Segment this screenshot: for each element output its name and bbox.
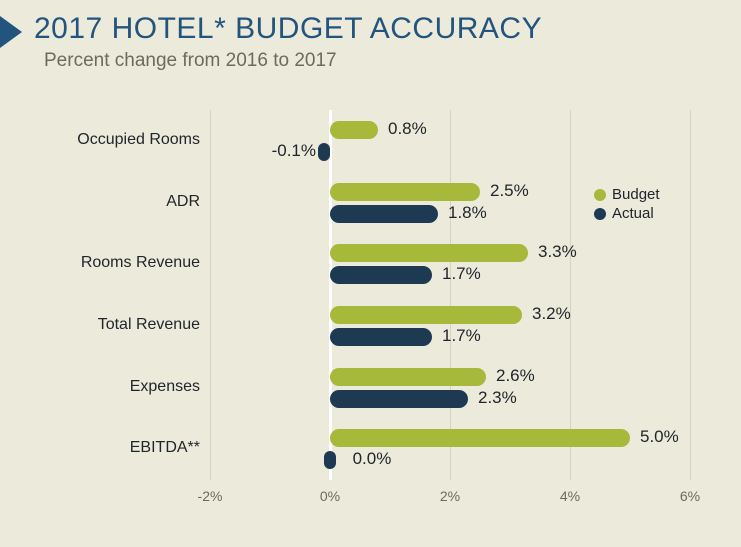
legend-swatch-icon bbox=[594, 189, 606, 201]
legend-label: Budget bbox=[612, 186, 660, 203]
gridline bbox=[450, 110, 451, 480]
legend-item: Budget bbox=[594, 186, 660, 203]
legend: Budget Actual bbox=[594, 186, 660, 224]
x-axis-tick-label: 2% bbox=[430, 488, 470, 504]
bar-value-label: 0.8% bbox=[388, 119, 427, 139]
bar-value-label: 5.0% bbox=[640, 427, 679, 447]
actual-bar bbox=[330, 205, 438, 223]
bar-value-label: 2.3% bbox=[478, 388, 517, 408]
title-row: 2017 HOTEL* BUDGET ACCURACY bbox=[0, 0, 741, 48]
actual-bar bbox=[318, 143, 331, 161]
x-axis-tick-label: 6% bbox=[670, 488, 710, 504]
gridline bbox=[210, 110, 211, 480]
category-label: ADR bbox=[40, 193, 200, 211]
budget-bar bbox=[330, 306, 522, 324]
category-label: Expenses bbox=[40, 378, 200, 396]
bar-value-label: 1.8% bbox=[448, 203, 487, 223]
budget-bar bbox=[330, 244, 528, 262]
category-label: EBITDA** bbox=[40, 439, 200, 457]
bar-value-label: -0.1% bbox=[272, 141, 316, 161]
gridline bbox=[570, 110, 571, 480]
chart-area: -2% 0% 2% 4% 6% Occupied Rooms 0.8% -0.1% ADR 2.5… bbox=[40, 100, 710, 520]
x-axis-tick-label: -2% bbox=[190, 488, 230, 504]
legend-item: Actual bbox=[594, 205, 660, 222]
category-label: Total Revenue bbox=[40, 316, 200, 334]
budget-bar bbox=[330, 121, 378, 139]
actual-bar bbox=[330, 390, 468, 408]
chart-title: 2017 HOTEL* BUDGET ACCURACY bbox=[34, 12, 542, 46]
legend-swatch-icon bbox=[594, 208, 606, 220]
bar-value-label: 2.5% bbox=[490, 181, 529, 201]
budget-bar bbox=[330, 429, 630, 447]
gridline bbox=[329, 110, 332, 480]
bar-value-label: 1.7% bbox=[442, 264, 481, 284]
plot-region: -2%0%2%4%6%Occupied Rooms0.8%-0.1%ADR2.5… bbox=[210, 110, 690, 480]
title-arrow-icon bbox=[0, 16, 22, 48]
gridline bbox=[690, 110, 691, 480]
x-axis-tick-label: 0% bbox=[310, 488, 350, 504]
actual-bar bbox=[330, 328, 432, 346]
budget-bar bbox=[330, 183, 480, 201]
budget-bar bbox=[330, 368, 486, 386]
bar-value-label: 0.0% bbox=[353, 449, 392, 469]
legend-label: Actual bbox=[612, 205, 654, 222]
category-label: Occupied Rooms bbox=[40, 131, 200, 149]
chart-subtitle: Percent change from 2016 to 2017 bbox=[44, 50, 741, 72]
bar-value-label: 3.3% bbox=[538, 242, 577, 262]
actual-bar bbox=[324, 451, 337, 469]
bar-value-label: 3.2% bbox=[532, 304, 571, 324]
bar-value-label: 1.7% bbox=[442, 326, 481, 346]
chart-panel: 2017 HOTEL* BUDGET ACCURACY Percent chan… bbox=[0, 0, 741, 547]
actual-bar bbox=[330, 266, 432, 284]
x-axis-tick-label: 4% bbox=[550, 488, 590, 504]
category-label: Rooms Revenue bbox=[40, 254, 200, 272]
bar-value-label: 2.6% bbox=[496, 366, 535, 386]
